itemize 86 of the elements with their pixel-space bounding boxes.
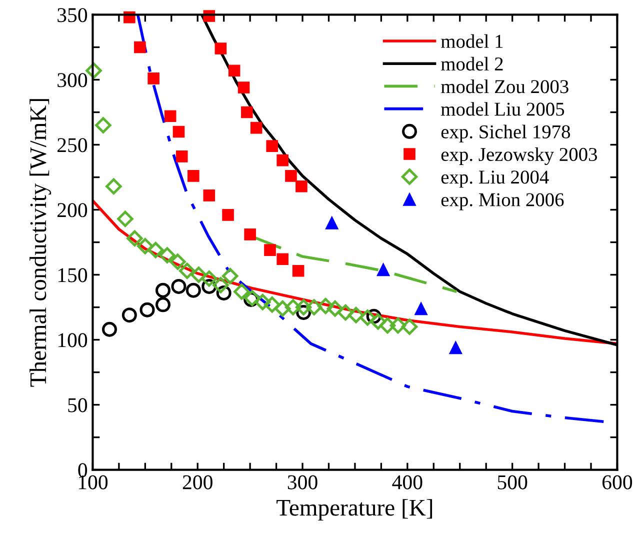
point [348, 306, 364, 324]
y-tick-label: 100 [58, 333, 88, 348]
x-tick-label: 200 [182, 475, 212, 490]
x-tick-label: 500 [498, 475, 528, 490]
point [266, 140, 278, 152]
point [86, 62, 102, 79]
point [306, 299, 322, 316]
y-tick-label: 200 [58, 203, 88, 218]
y-axis-title: Thermal conductivity [W/mK] [30, 99, 52, 387]
point [155, 282, 170, 298]
legend-label: exp. Jezowsky 2003 [441, 147, 598, 166]
point [401, 318, 418, 335]
point [276, 154, 288, 166]
point [370, 313, 386, 330]
point [117, 210, 134, 227]
point [244, 228, 256, 240]
point [284, 299, 302, 316]
x-tick-label: 600 [602, 475, 632, 490]
point [292, 264, 304, 277]
x-tick-label: 400 [392, 475, 422, 490]
point [234, 284, 250, 300]
point [359, 310, 376, 326]
point [106, 178, 122, 194]
point [134, 41, 146, 54]
point [326, 300, 344, 317]
y-tick-label: 250 [58, 138, 88, 152]
point [172, 126, 185, 138]
point [95, 117, 112, 134]
y-tick-label: 50 [68, 398, 88, 412]
point [285, 170, 297, 182]
point [317, 298, 334, 314]
point [390, 317, 406, 334]
point [222, 209, 234, 221]
point [140, 302, 155, 318]
point [188, 170, 200, 182]
y-tick-label: 150 [58, 268, 88, 282]
point [164, 110, 176, 122]
y-tick-label: 0 [78, 463, 88, 478]
legend-label: model 1 [441, 34, 503, 48]
x-tick-label: 300 [288, 475, 318, 490]
point [159, 247, 176, 264]
point [214, 42, 227, 54]
point [176, 150, 188, 162]
point [414, 302, 428, 316]
point [137, 238, 154, 254]
point [376, 262, 390, 276]
legend-label: exp. Sichel 1978 [441, 124, 570, 142]
point [295, 299, 312, 316]
point [276, 253, 288, 266]
legend-label: model 2 [441, 56, 503, 71]
point [171, 278, 186, 294]
point [250, 122, 262, 134]
point [170, 254, 186, 270]
point [254, 294, 271, 310]
legend-label: exp. Mion 2006 [441, 193, 564, 210]
point [186, 282, 201, 298]
point [337, 304, 354, 321]
point [122, 308, 137, 323]
point [241, 106, 253, 118]
y-tick-label: 350 [58, 8, 88, 22]
point [264, 296, 280, 313]
point [148, 242, 164, 258]
point [449, 340, 462, 354]
legend-label: model Liu 2005 [441, 102, 564, 116]
legend-label: model Zou 2003 [441, 80, 568, 94]
point [155, 297, 170, 312]
point [203, 190, 216, 202]
x-axis-title: Temperature [K] [276, 499, 432, 521]
point [201, 270, 218, 287]
y-tick-label: 300 [58, 73, 88, 88]
point [264, 244, 276, 256]
point [296, 180, 308, 192]
point [325, 216, 338, 230]
point [228, 64, 240, 77]
x-tick-label: 100 [78, 475, 108, 490]
point [102, 322, 117, 337]
point [274, 300, 291, 317]
point [179, 262, 196, 279]
point [126, 230, 143, 246]
legend-label: exp. Liu 2004 [441, 170, 549, 188]
point [222, 268, 238, 284]
point [212, 277, 229, 294]
point [379, 317, 396, 334]
point [190, 266, 207, 283]
point [148, 72, 160, 84]
point [238, 82, 250, 94]
